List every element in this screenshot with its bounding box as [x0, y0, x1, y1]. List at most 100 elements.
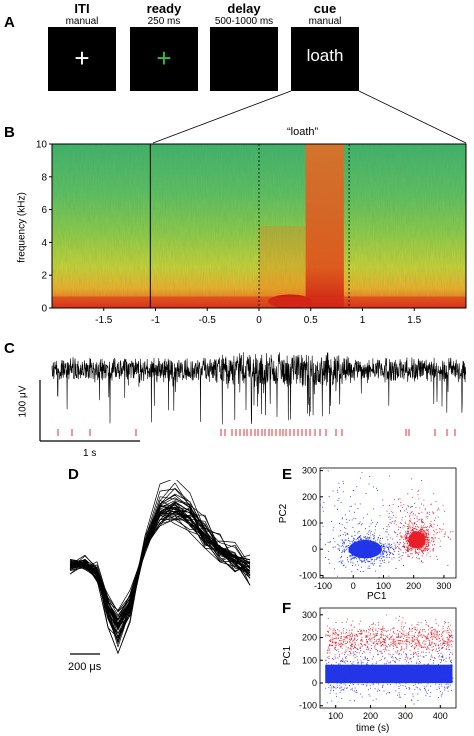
pc-e-point — [412, 544, 414, 546]
pc-f-point — [351, 687, 353, 689]
pc-e-point — [306, 542, 307, 543]
pc-e-point — [400, 549, 402, 551]
pc-e-point — [410, 532, 412, 534]
pc-e-point — [346, 556, 348, 558]
word-annotation: “loath” — [287, 126, 319, 138]
pc-e-point — [401, 519, 403, 521]
pc-f-point — [434, 629, 436, 631]
pc-f-point — [357, 659, 358, 661]
pc-e-point — [421, 555, 423, 557]
pc-f-point — [417, 644, 419, 646]
pc-e-point — [338, 482, 340, 484]
pc-f-xtick-label: 300 — [398, 711, 413, 721]
pc-e-point — [424, 508, 426, 510]
pc-e-point — [417, 489, 419, 491]
pc-f-point — [344, 687, 346, 689]
pc-f-point — [412, 637, 414, 639]
pc-f-point — [435, 643, 437, 645]
pc-f-point — [382, 685, 384, 687]
pc-e-point — [426, 554, 428, 556]
pc-e-point — [384, 547, 386, 549]
pc-f-point — [371, 675, 373, 677]
pc-f-point — [326, 672, 328, 674]
pc-e-point — [412, 506, 413, 507]
pc-e-point — [417, 544, 419, 546]
pc-f-point — [437, 674, 439, 676]
pc-e-point — [393, 550, 395, 552]
pc-e-point — [345, 566, 347, 568]
pc-f-point — [405, 640, 407, 642]
pc-e-point — [361, 472, 363, 474]
pc-f-point — [413, 656, 415, 658]
pc-e-point — [409, 543, 411, 545]
pc-f-point — [445, 671, 447, 673]
pc-f-point — [426, 648, 428, 650]
pc-e-point — [361, 566, 363, 568]
pc-e-point — [367, 544, 369, 546]
pc-f-point — [422, 656, 424, 658]
pc-e-point — [358, 547, 360, 549]
pc-e-point — [467, 528, 468, 529]
pc-e-point — [366, 533, 368, 535]
pc-e-point — [342, 483, 344, 484]
pc-f-point — [325, 674, 327, 676]
pc-f-point — [351, 632, 352, 634]
pc-f-point — [360, 638, 362, 640]
pc-f-point — [428, 648, 430, 650]
pc-f-point — [387, 683, 389, 685]
pc-e-point — [370, 546, 372, 548]
pc-f-point — [414, 647, 416, 649]
pc-f-point — [386, 676, 388, 677]
pc-f-point — [328, 661, 330, 663]
pc-f-point — [415, 677, 417, 679]
pc-e-point — [405, 540, 407, 542]
pc-f-point — [330, 688, 332, 690]
pc-e-point — [428, 511, 430, 513]
waveform-trace — [69, 515, 251, 611]
pc-e-point — [364, 557, 366, 559]
pc-e-point — [365, 549, 367, 551]
pc-f-point — [361, 673, 363, 675]
pc-e-point — [430, 504, 432, 506]
pc-f-point — [346, 621, 347, 623]
pc-f-point — [405, 682, 407, 684]
pc-e-point — [416, 531, 418, 533]
pc-e-point — [427, 540, 429, 542]
pc-e-point — [415, 507, 417, 509]
pc-e-point — [438, 509, 440, 511]
pc-f-point — [359, 670, 361, 672]
pc-f-point — [359, 693, 361, 695]
pc-f-point — [349, 639, 350, 641]
pc-e-point — [422, 552, 424, 554]
pc-f-point — [413, 652, 415, 654]
pc-e-point — [407, 554, 409, 556]
pc-e-point — [418, 498, 420, 500]
pc-f-point — [440, 695, 442, 697]
pc-e-point — [413, 531, 415, 533]
pc-f-point — [377, 688, 379, 690]
pc-f-point — [338, 642, 340, 644]
pc-e-point — [415, 543, 417, 545]
spike-raster — [57, 429, 456, 436]
pc-f-point — [360, 643, 362, 644]
pc-f-point — [362, 652, 364, 654]
pc-f-point — [428, 678, 429, 680]
pc-e-point — [411, 548, 413, 549]
pc-e-point — [387, 548, 389, 550]
pc-f-point — [450, 677, 452, 679]
pc-f-point — [430, 631, 432, 633]
pc-e-point — [427, 515, 429, 517]
pc-e-point — [348, 548, 350, 550]
pc-e-point — [412, 529, 414, 531]
pc-f-point — [360, 655, 362, 657]
pc-e-point — [334, 546, 336, 548]
pc-f-point — [337, 637, 339, 639]
pc-e-point — [380, 546, 382, 548]
pc-e-point — [413, 543, 415, 545]
pc-e-point — [387, 547, 389, 549]
pc-f-point — [333, 633, 335, 635]
pc-e-point — [425, 529, 427, 531]
pc-f-point — [379, 642, 381, 644]
pc-f-point — [447, 683, 449, 685]
pc-f-point — [383, 635, 385, 636]
